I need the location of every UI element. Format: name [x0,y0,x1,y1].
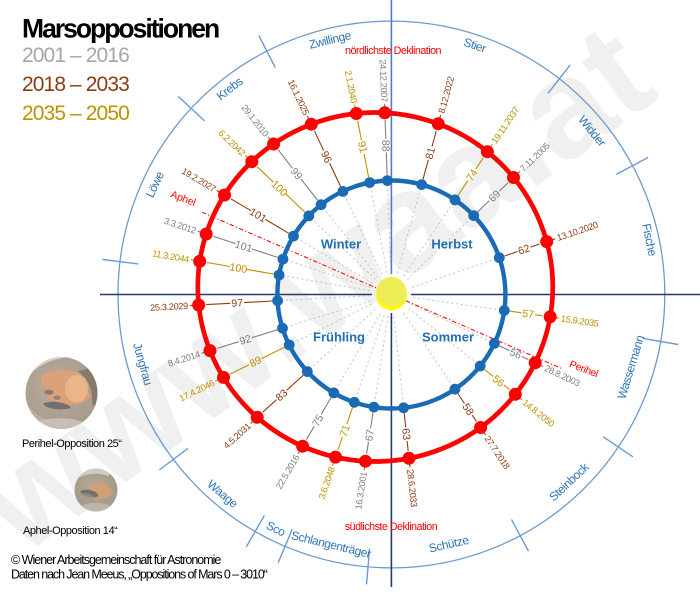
svg-text:© Wiener Arbeitsgemeinschaft f: © Wiener Arbeitsgemeinschaft für Astrono… [11,553,221,567]
svg-text:91: 91 [355,140,369,154]
svg-text:Sommer: Sommer [422,330,474,345]
svg-text:88: 88 [379,140,391,152]
svg-text:24.12.2007: 24.12.2007 [378,59,390,102]
svg-text:67: 67 [363,428,377,442]
svg-text:Frühling: Frühling [313,330,365,345]
svg-text:Herbst: Herbst [431,237,473,252]
svg-text:63: 63 [399,428,412,441]
svg-text:2001 – 2016: 2001 – 2016 [22,44,129,67]
svg-text:Marsoppositionen: Marsoppositionen [22,14,219,44]
svg-text:Winter: Winter [321,237,361,252]
svg-text:Daten nach Jean Meeus, „Opposi: Daten nach Jean Meeus, „Oppositions of M… [11,568,268,582]
svg-text:57: 57 [521,308,534,322]
svg-text:Perihel-Opposition 25“: Perihel-Opposition 25“ [22,438,122,450]
svg-text:2018 – 2033: 2018 – 2033 [22,73,129,96]
svg-text:97: 97 [231,297,244,310]
svg-text:nördlichste Deklination: nördlichste Deklination [345,45,442,57]
svg-text:25.3.2029: 25.3.2029 [150,301,188,313]
svg-text:2035 – 2050: 2035 – 2050 [22,102,129,125]
svg-text:südlichste Deklination: südlichste Deklination [345,521,438,533]
svg-text:Aphel-Opposition 14“: Aphel-Opposition 14“ [23,525,118,537]
